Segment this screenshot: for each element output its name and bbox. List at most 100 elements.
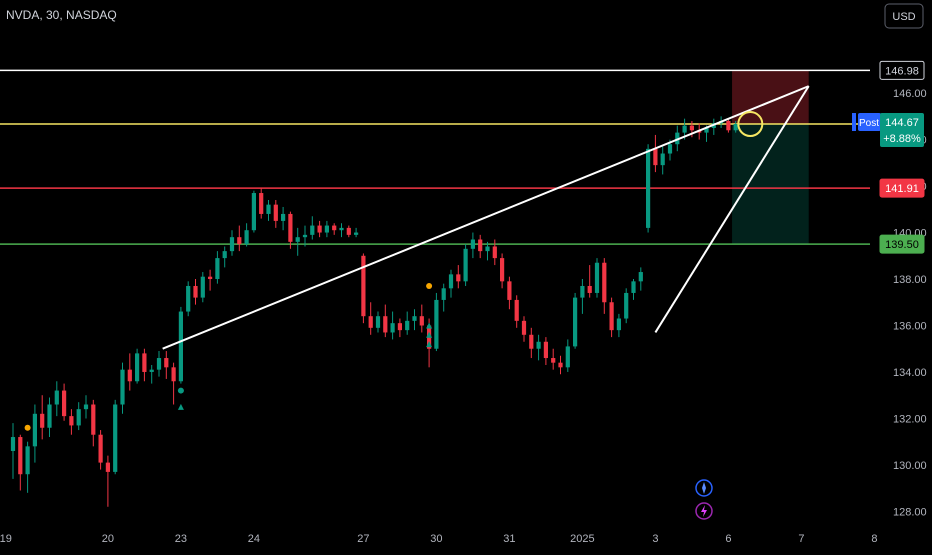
candle-body xyxy=(281,213,286,221)
candle-body xyxy=(40,413,45,428)
candle-body xyxy=(551,358,556,363)
flash-icon[interactable] xyxy=(695,502,713,520)
candle-body xyxy=(616,318,621,331)
candle-body xyxy=(390,323,395,333)
candle-body xyxy=(178,311,183,382)
candle-body xyxy=(237,237,242,245)
signal-arrow xyxy=(426,322,433,329)
candle-body xyxy=(624,292,629,319)
candle-body xyxy=(573,297,578,347)
y-tick-label: 130.00 xyxy=(893,460,927,472)
highlight-circle xyxy=(737,111,764,138)
price-label-box xyxy=(879,178,925,198)
candle-body xyxy=(244,230,249,245)
candle-body xyxy=(485,246,490,252)
y-tick-label: 132.00 xyxy=(893,413,927,425)
candle-body xyxy=(463,248,468,282)
candle-body xyxy=(565,346,570,368)
candle-body xyxy=(69,416,74,426)
candle-body xyxy=(310,225,315,235)
candle-body xyxy=(514,299,519,321)
candle-body xyxy=(682,125,687,133)
x-tick-label: 8 xyxy=(871,533,877,545)
candle-body xyxy=(441,288,446,300)
candle-body xyxy=(324,225,329,233)
x-tick-label: 30 xyxy=(430,533,442,545)
candle-body xyxy=(368,316,373,328)
x-tick-label: 3 xyxy=(652,533,658,545)
candle-body xyxy=(76,409,81,426)
candle-body xyxy=(25,446,30,475)
candle-body xyxy=(32,413,37,447)
candle-body xyxy=(609,302,614,331)
candle-body xyxy=(193,285,198,298)
news-icon[interactable] xyxy=(695,479,713,497)
candle-body xyxy=(704,127,709,133)
y-tick-label: 138.00 xyxy=(893,274,927,286)
candle-body xyxy=(361,255,366,317)
trendline xyxy=(654,85,810,333)
candle-body xyxy=(558,362,563,368)
candle-body xyxy=(434,299,439,349)
currency-button[interactable]: USD xyxy=(884,3,924,29)
y-tick-label: 134.00 xyxy=(893,367,927,379)
candle-body xyxy=(726,120,731,131)
candle-body xyxy=(91,404,96,435)
candle-body xyxy=(470,239,475,249)
x-tick-label: 20 xyxy=(102,533,114,545)
candle-body xyxy=(83,404,89,410)
candle-body xyxy=(149,369,154,372)
candle-body xyxy=(171,367,176,382)
x-tick-label: 7 xyxy=(798,533,804,545)
candle-body xyxy=(405,320,410,331)
candle-body xyxy=(288,213,293,242)
signal-arrow xyxy=(177,403,184,410)
candle-body xyxy=(689,125,694,131)
candle-body xyxy=(653,148,658,166)
signal-dot xyxy=(426,282,433,289)
candle-body xyxy=(135,353,140,382)
candle-body xyxy=(587,285,592,293)
candle-body xyxy=(675,132,680,145)
chart-title: NVDA, 30, NASDAQ xyxy=(6,8,117,22)
candle-body xyxy=(448,274,454,289)
candle-body xyxy=(229,237,235,252)
x-tick-label: 31 xyxy=(503,533,515,545)
candle-body xyxy=(113,404,118,472)
candle-body xyxy=(98,434,103,463)
x-tick-label: 6 xyxy=(725,533,731,545)
candle-body xyxy=(492,246,497,259)
candle-body xyxy=(259,193,264,214)
candle-body xyxy=(266,204,271,214)
price-change-label: +8.88% xyxy=(883,133,921,145)
candle-body xyxy=(105,462,110,472)
y-tick-label: 136.00 xyxy=(893,320,927,332)
signal-dot xyxy=(177,387,184,394)
candle-body xyxy=(529,334,534,349)
price-label-box xyxy=(879,234,925,254)
x-tick-label: 2025 xyxy=(570,533,594,545)
y-tick-label: 146.00 xyxy=(893,88,927,100)
candle-body xyxy=(222,251,227,259)
post-tag: Post xyxy=(859,118,879,129)
target-zone xyxy=(732,124,809,245)
price-label-resistance: 146.98 xyxy=(885,65,919,77)
candle-body xyxy=(295,237,300,242)
candle-body xyxy=(332,225,337,231)
candle-body xyxy=(733,124,738,131)
candle-body xyxy=(62,390,67,417)
candle-body xyxy=(419,316,424,326)
post-tag-box xyxy=(858,113,881,132)
candle-body xyxy=(543,341,548,359)
candle-body xyxy=(478,239,483,252)
x-tick-label: 19 xyxy=(0,533,12,545)
candle-body xyxy=(317,225,322,233)
candle-body xyxy=(47,404,52,428)
candle-body xyxy=(156,358,162,370)
price-label-stop: 141.91 xyxy=(885,183,919,195)
candle-body xyxy=(142,353,147,372)
candle-body xyxy=(638,272,643,282)
candle-body xyxy=(456,274,461,282)
